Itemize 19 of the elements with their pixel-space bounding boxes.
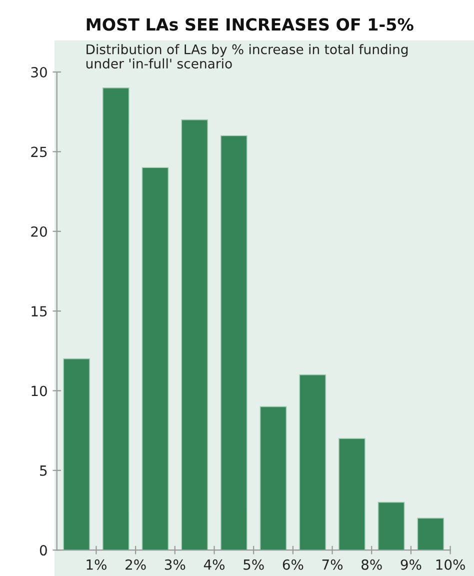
x-tick-label: 3% [164,559,186,570]
x-tick-label: 5% [244,559,264,570]
chart-title: MOST LAs SEE INCREASES OF 1-5% [86,18,414,31]
x-tick-label: 7% [322,559,343,570]
y-tick-label: 0 [40,545,47,556]
y-tick-label: 10 [32,386,47,396]
x-tick-label: 2% [126,559,146,570]
x-tick-label: 10% [436,559,465,570]
x-tick-label: 9% [400,559,422,570]
x-tick-label: 4% [204,559,224,570]
y-tick-label: 5 [40,466,47,476]
y-tick-label: 30 [31,66,47,78]
y-tick-label: 15 [32,306,47,317]
chart-subtitle: Distribution of LAs by % increase in total funding under 'in-full' scenario [86,44,408,69]
y-tick-label: 25 [31,146,47,158]
x-tick-label: 6% [282,559,304,570]
x-tick-label: 8% [362,559,382,570]
x-tick-label: 1% [86,559,106,570]
y-tick-label: 20 [31,226,47,237]
